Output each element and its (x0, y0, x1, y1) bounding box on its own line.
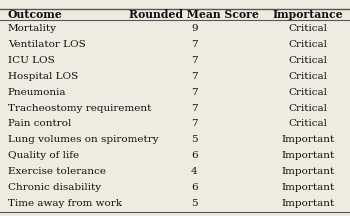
Text: Critical: Critical (288, 119, 328, 128)
Text: 9: 9 (191, 24, 197, 33)
Text: 7: 7 (191, 40, 197, 49)
Text: Tracheostomy requirement: Tracheostomy requirement (8, 103, 151, 113)
Text: 7: 7 (191, 103, 197, 113)
Text: 5: 5 (191, 135, 197, 144)
Text: 6: 6 (191, 151, 197, 160)
Text: Critical: Critical (288, 24, 328, 33)
Text: Exercise tolerance: Exercise tolerance (8, 167, 106, 176)
Text: 7: 7 (191, 72, 197, 81)
Text: Hospital LOS: Hospital LOS (8, 72, 78, 81)
Text: Important: Important (281, 135, 335, 144)
Text: Importance: Importance (273, 9, 343, 20)
Text: ICU LOS: ICU LOS (8, 56, 55, 65)
Text: 4: 4 (191, 167, 197, 176)
Text: Critical: Critical (288, 88, 328, 97)
Text: Pneumonia: Pneumonia (8, 88, 66, 97)
Text: Quality of life: Quality of life (8, 151, 79, 160)
Text: Important: Important (281, 199, 335, 208)
Text: Critical: Critical (288, 103, 328, 113)
Text: 7: 7 (191, 88, 197, 97)
Text: 5: 5 (191, 199, 197, 208)
Text: Critical: Critical (288, 72, 328, 81)
Text: Important: Important (281, 151, 335, 160)
Text: Time away from work: Time away from work (8, 199, 122, 208)
Text: Mortality: Mortality (8, 24, 57, 33)
Text: Important: Important (281, 183, 335, 192)
Text: Critical: Critical (288, 40, 328, 49)
Text: Critical: Critical (288, 56, 328, 65)
Text: Outcome: Outcome (8, 9, 62, 20)
Text: Important: Important (281, 167, 335, 176)
Text: Ventilator LOS: Ventilator LOS (8, 40, 85, 49)
Text: Pain control: Pain control (8, 119, 71, 128)
Text: 7: 7 (191, 119, 197, 128)
Text: Rounded Mean Score: Rounded Mean Score (129, 9, 259, 20)
Text: Lung volumes on spirometry: Lung volumes on spirometry (8, 135, 158, 144)
Text: Chronic disability: Chronic disability (8, 183, 101, 192)
Text: 7: 7 (191, 56, 197, 65)
Text: 6: 6 (191, 183, 197, 192)
